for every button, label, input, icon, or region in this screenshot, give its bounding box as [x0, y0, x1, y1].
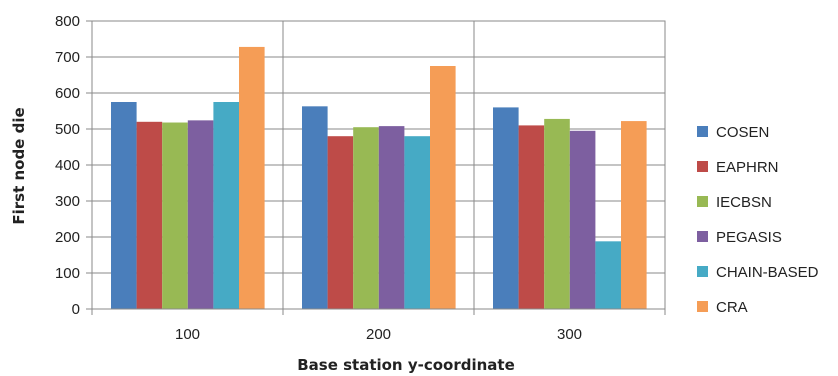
- bar-pegasis-200: [378, 126, 405, 310]
- y-tick-label: 200: [55, 229, 80, 246]
- bar-pegasis-100: [187, 120, 214, 309]
- axes: [86, 20, 666, 315]
- bar-chain-based-100: [213, 102, 239, 309]
- y-tick-label: 800: [55, 13, 80, 30]
- legend-swatch: [697, 196, 708, 207]
- legend-label: CRA: [716, 299, 748, 316]
- legend: COSEN EAPHRN IECBSN PEGASIS CHAIN-BASED CRA: [697, 124, 819, 316]
- bar-chain-based-200: [404, 136, 430, 309]
- y-tick-label: 700: [55, 49, 80, 66]
- bar-cra-100: [239, 46, 265, 310]
- bar-pegasis-300: [569, 130, 596, 309]
- y-axis-title: First node die: [10, 107, 28, 224]
- legend-label: PEGASIS: [716, 229, 782, 246]
- y-tick-label: 100: [55, 265, 80, 282]
- legend-swatch: [697, 266, 708, 277]
- bars: [111, 46, 647, 310]
- legend-swatch: [697, 231, 708, 242]
- bar-chain-based-300: [595, 241, 621, 309]
- legend-label: COSEN: [716, 124, 769, 141]
- x-tick-label: 100: [175, 326, 200, 343]
- bar-cra-200: [430, 66, 456, 309]
- legend-label: CHAIN-BASED: [716, 264, 819, 281]
- x-tick-label: 300: [557, 326, 582, 343]
- plot-frame: [91, 20, 666, 310]
- bar-iecbsn-200: [353, 127, 379, 309]
- legend-label: EAPHRN: [716, 159, 779, 176]
- bar-eaphrn-100: [136, 121, 163, 309]
- y-tick-labels: 0 100 200 300 400 500 600 700 800: [55, 13, 80, 318]
- bar-iecbsn-100: [162, 122, 188, 310]
- bar-cosen-200: [302, 106, 328, 309]
- legend-swatch: [697, 126, 708, 137]
- bar-iecbsn-300: [544, 118, 570, 309]
- bar-cra-300: [621, 121, 647, 309]
- y-tick-label: 500: [55, 121, 80, 138]
- bar-cosen-100: [111, 102, 137, 309]
- y-tick-label: 0: [72, 301, 80, 318]
- x-tick-labels: 100 200 300: [175, 326, 582, 343]
- legend-swatch: [697, 301, 708, 312]
- y-tick-label: 400: [55, 157, 80, 174]
- bar-eaphrn-300: [518, 125, 545, 310]
- legend-swatch: [697, 161, 708, 172]
- x-axis-title: Base station y-coordinate: [297, 356, 515, 374]
- y-tick-label: 300: [55, 193, 80, 210]
- y-tick-label: 600: [55, 85, 80, 102]
- bar-eaphrn-200: [327, 136, 354, 309]
- bar-cosen-300: [493, 107, 519, 310]
- x-tick-label: 200: [366, 326, 391, 343]
- legend-label: IECBSN: [716, 194, 772, 211]
